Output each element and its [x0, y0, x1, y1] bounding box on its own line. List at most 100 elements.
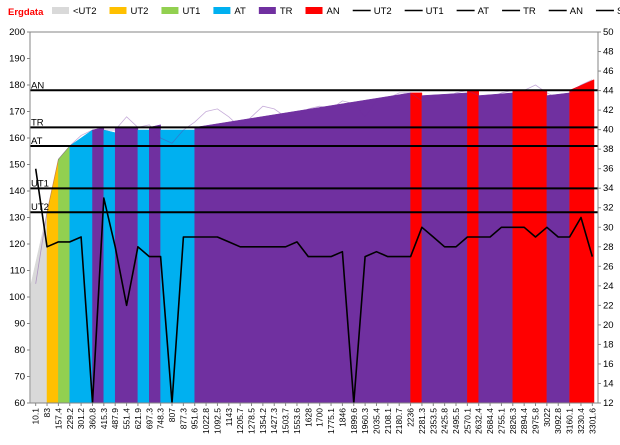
x-tick-label: 360.8: [87, 408, 97, 430]
hr-segment-AT: [103, 129, 116, 404]
y-left-tick-label: 130: [9, 213, 25, 224]
y-right-tick-label: 40: [603, 125, 614, 136]
y-left-tick-label: 200: [9, 27, 25, 38]
x-tick-label: 807: [167, 408, 177, 422]
x-tick-label: 3230.4: [576, 408, 586, 434]
y-right-tick-label: 42: [603, 105, 614, 116]
threshold-label-ut2: UT2: [31, 202, 49, 213]
x-tick-label: 1846: [337, 408, 347, 427]
legend-item: UT1: [404, 6, 444, 17]
legend-item: AN: [548, 6, 583, 17]
y-right-tick-label: 46: [603, 66, 614, 77]
threshold-label-ut1: UT1: [31, 178, 49, 189]
y-right-tick-label: 24: [603, 281, 614, 292]
x-tick-label: 1960.3: [360, 408, 370, 434]
hr-segment-AN: [410, 92, 423, 404]
y-left-tick-label: 100: [9, 292, 25, 303]
legend-swatch: [161, 7, 179, 14]
y-right-tick-label: 32: [603, 203, 614, 214]
x-tick-label: 1205.7: [235, 408, 245, 434]
y-left-tick-label: 80: [14, 345, 25, 356]
x-tick-label: 2425.8: [440, 408, 450, 434]
legend-item: TR: [258, 6, 293, 17]
plot-area: UT2 UT1 AT TR AN: [30, 79, 598, 404]
y-right-tick-label: 20: [603, 320, 614, 331]
y-right-tick-label: 44: [603, 86, 614, 97]
legend-label: UT1: [182, 6, 200, 17]
y-right-tick-label: 28: [603, 242, 614, 253]
x-tick-label: 2108.1: [383, 408, 393, 434]
y-left-tick-label: 150: [9, 160, 25, 171]
legend-item: AT: [213, 6, 246, 17]
x-tick-label: 301.2: [76, 408, 86, 430]
y-left-tick-label: 190: [9, 54, 25, 65]
x-tick-label: 157.4: [53, 408, 63, 430]
y-right-tick-label: 48: [603, 47, 614, 58]
y-left-tick-label: 140: [9, 186, 25, 197]
x-tick-label: 1899.6: [349, 408, 359, 434]
spm-line: [34, 168, 594, 404]
legend-item: AN: [305, 6, 340, 17]
hr-segment-TR: [421, 92, 468, 404]
x-tick-label: 1092.5: [212, 408, 222, 434]
legend-label: UT2: [374, 6, 392, 17]
hr-segment-AT: [160, 129, 195, 404]
y-right-tick-label: 50: [603, 27, 614, 38]
x-tick-label: 2684.4: [485, 408, 495, 434]
x-tick-label: 551.4: [122, 408, 132, 430]
x-tick-label: 3301.6: [587, 408, 597, 434]
legend-swatch: [213, 7, 231, 14]
legend-label: AN: [327, 6, 340, 17]
x-tick-label: 2632.4: [474, 408, 484, 434]
legend-item: AT: [456, 6, 490, 17]
legend-label: AT: [478, 6, 490, 17]
hr-segment-AN: [512, 90, 548, 404]
x-tick-label: 697.3: [144, 408, 154, 430]
x-tick-label: 621.9: [133, 408, 143, 430]
x-tick-label: 1143: [224, 408, 234, 427]
y-right-tick-label: 22: [603, 300, 614, 311]
x-tick-label: 2281.3: [417, 408, 427, 434]
legend-swatch: [52, 7, 69, 14]
hr-segment-TR: [478, 92, 514, 404]
heart-rate-outline: [35, 79, 593, 284]
y-right-tick-label: 14: [603, 378, 614, 389]
legend-label: UT1: [426, 6, 444, 17]
y-left-tick-label: 60: [14, 398, 25, 409]
x-tick-label: 1628: [303, 408, 313, 427]
hr-segment-TR: [149, 124, 161, 404]
x-tick-label: 748.3: [156, 408, 166, 430]
x-tick-label: 1278.5: [247, 408, 257, 434]
hr-segment-AT: [137, 129, 150, 404]
legend-label: TR: [523, 6, 536, 17]
legend-item: TR: [502, 6, 536, 17]
threshold-label-an: AN: [31, 80, 44, 91]
threshold-label-tr: TR: [31, 117, 44, 128]
y-left-tick-label: 160: [9, 133, 25, 144]
legend: <UT2 UT2 UT1 AT TR AN UT2 UT1 AT TR AN SPM: [52, 6, 620, 17]
x-tick-label: 487.9: [110, 408, 120, 430]
axes: 60 70 80 90 100 110 120 130 140 150 160 170 180 190 20…: [9, 27, 613, 434]
legend-item: SPM: [595, 6, 620, 17]
legend-item: <UT2: [52, 6, 97, 17]
y-right-tick-label: 26: [603, 261, 614, 272]
y-right-tick-label: 18: [603, 339, 614, 350]
y-right-tick-label: 12: [603, 398, 614, 409]
y-right-tick-label: 38: [603, 144, 614, 155]
x-tick-label: 2826.3: [508, 408, 518, 434]
x-tick-label: 3022: [542, 408, 552, 427]
x-tick-label: 2894.4: [519, 408, 529, 434]
x-tick-label: 1354.2: [258, 408, 268, 434]
legend-label: AN: [570, 6, 583, 17]
threshold-label-at: AT: [31, 136, 43, 147]
x-tick-label: 1427.3: [269, 408, 279, 434]
y-right-tick-label: 36: [603, 164, 614, 175]
x-tick-label: 1775.1: [326, 408, 336, 434]
y-left-tick-label: 110: [10, 266, 25, 277]
y-left-tick-label: 120: [9, 239, 25, 250]
x-tick-label: 3092.8: [553, 408, 563, 434]
legend-swatch: [305, 7, 323, 14]
y-right-tick-label: 16: [603, 359, 614, 370]
legend-swatch: [109, 7, 127, 14]
